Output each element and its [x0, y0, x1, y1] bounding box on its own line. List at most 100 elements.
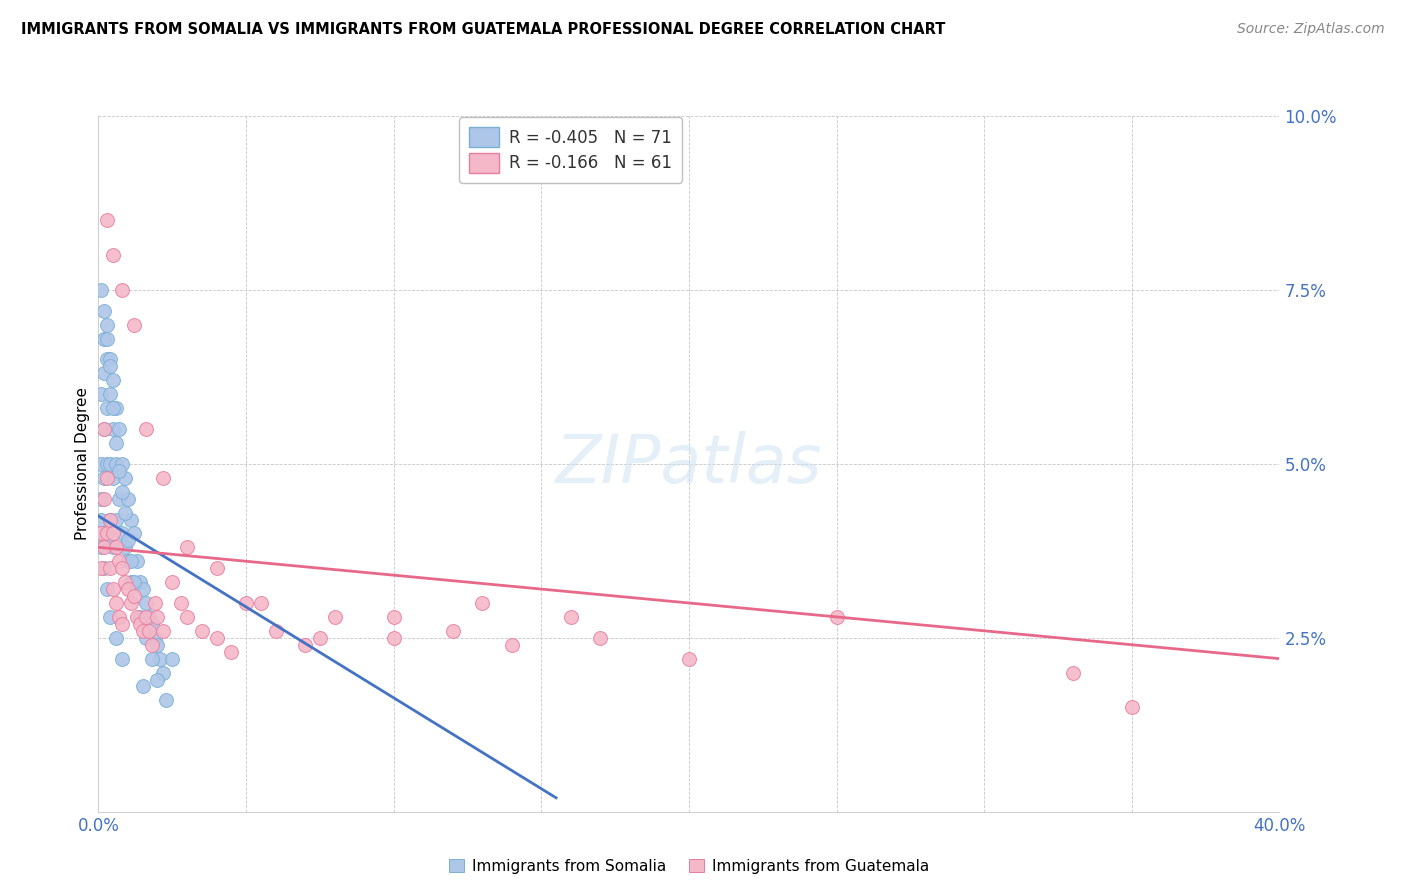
Point: [111, 526, 134, 541]
Point: [294, 638, 316, 652]
Point: [219, 645, 242, 659]
Point: [143, 631, 166, 645]
Point: [111, 561, 134, 575]
Point: [132, 680, 155, 694]
Point: [117, 533, 139, 548]
Point: [122, 318, 145, 332]
Point: [120, 596, 142, 610]
Point: [90, 387, 112, 401]
Point: [103, 582, 125, 596]
Point: [103, 526, 125, 541]
Point: [93, 541, 115, 555]
Point: [108, 464, 131, 478]
Point: [93, 491, 115, 506]
Point: [141, 638, 163, 652]
Y-axis label: Professional Degree: Professional Degree: [75, 387, 90, 541]
Point: [111, 484, 134, 499]
Point: [108, 422, 131, 436]
Point: [471, 596, 494, 610]
Point: [152, 471, 174, 485]
Point: [205, 561, 228, 575]
Point: [103, 248, 125, 262]
Point: [93, 561, 115, 575]
Point: [162, 575, 183, 590]
Point: [114, 575, 136, 590]
Point: [90, 491, 112, 506]
Point: [111, 457, 134, 471]
Point: [98, 457, 121, 471]
Point: [143, 596, 166, 610]
Point: [205, 631, 228, 645]
Point: [93, 332, 115, 346]
Point: [138, 624, 160, 638]
Point: [105, 541, 128, 555]
Point: [93, 367, 115, 381]
Point: [1062, 665, 1084, 680]
Point: [560, 610, 582, 624]
Point: [117, 554, 139, 568]
Point: [105, 436, 128, 450]
Text: ZIPatlas: ZIPatlas: [555, 431, 823, 497]
Point: [98, 610, 121, 624]
Point: [170, 596, 193, 610]
Point: [105, 457, 128, 471]
Point: [120, 575, 142, 590]
Point: [128, 610, 150, 624]
Point: [135, 422, 157, 436]
Point: [96, 526, 118, 541]
Point: [155, 693, 177, 707]
Point: [111, 616, 134, 631]
Point: [323, 610, 346, 624]
Point: [141, 651, 163, 665]
Point: [235, 596, 257, 610]
Point: [122, 575, 145, 590]
Point: [135, 596, 157, 610]
Point: [135, 610, 157, 624]
Legend: Immigrants from Somalia, Immigrants from Guatemala: Immigrants from Somalia, Immigrants from…: [443, 853, 935, 880]
Point: [93, 471, 115, 485]
Point: [122, 526, 145, 541]
Point: [125, 554, 148, 568]
Point: [250, 596, 273, 610]
Point: [117, 582, 139, 596]
Point: [146, 673, 169, 687]
Point: [98, 387, 121, 401]
Text: IMMIGRANTS FROM SOMALIA VS IMMIGRANTS FROM GUATEMALA PROFESSIONAL DEGREE CORRELA: IMMIGRANTS FROM SOMALIA VS IMMIGRANTS FR…: [21, 22, 945, 37]
Point: [1121, 700, 1143, 714]
Point: [98, 352, 121, 367]
Point: [114, 471, 136, 485]
Point: [90, 283, 112, 297]
Point: [96, 582, 118, 596]
Point: [125, 610, 148, 624]
Point: [825, 610, 848, 624]
Point: [105, 512, 128, 526]
Point: [105, 631, 128, 645]
Point: [176, 610, 198, 624]
Point: [678, 651, 700, 665]
Point: [98, 512, 121, 526]
Point: [96, 213, 118, 227]
Point: [382, 631, 405, 645]
Point: [382, 610, 405, 624]
Point: [501, 638, 523, 652]
Point: [117, 491, 139, 506]
Point: [96, 401, 118, 416]
Point: [98, 561, 121, 575]
Point: [103, 541, 125, 555]
Point: [90, 457, 112, 471]
Point: [105, 596, 128, 610]
Point: [111, 283, 134, 297]
Point: [90, 541, 112, 555]
Point: [96, 471, 118, 485]
Point: [98, 359, 121, 374]
Point: [93, 303, 115, 318]
Point: [96, 318, 118, 332]
Point: [105, 401, 128, 416]
Point: [128, 575, 150, 590]
Point: [108, 491, 131, 506]
Point: [309, 631, 332, 645]
Point: [90, 512, 112, 526]
Point: [108, 610, 131, 624]
Point: [114, 506, 136, 520]
Point: [93, 422, 115, 436]
